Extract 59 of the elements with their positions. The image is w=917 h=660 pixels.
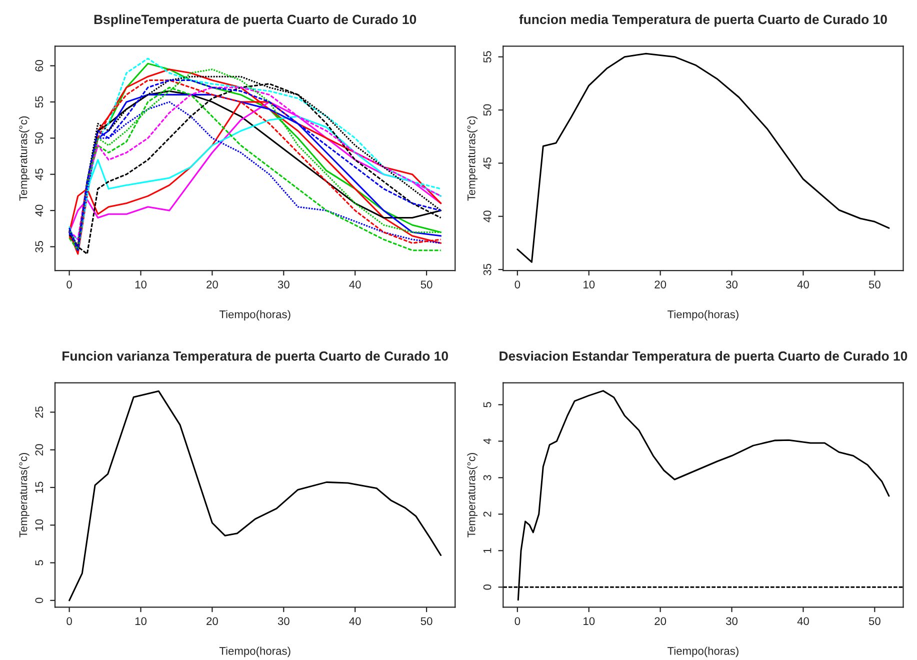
chart-title: Desviacion Estandar Temperatura de puerta Cuarto de Curado 10: [500, 351, 908, 364]
x-tick-label: 20: [654, 617, 666, 626]
x-tick-label: 30: [278, 617, 290, 626]
y-tick-label: 40: [483, 210, 492, 222]
y-tick-label: 15: [35, 482, 44, 493]
x-tick-label: 10: [135, 617, 146, 626]
y-axis-title: Temperaturas(°c): [19, 453, 30, 538]
y-tick-label: 55: [35, 96, 44, 108]
y-axis-title: Temperaturas(°c): [19, 116, 30, 201]
x-tick-label: 0: [514, 280, 520, 288]
y-tick-label: 4: [483, 438, 492, 444]
x-tick-label: 30: [726, 280, 738, 288]
y-tick-label: 50: [483, 104, 492, 116]
x-tick-label: 10: [584, 280, 595, 288]
chart-title: BsplineTemperatura de puerta Cuarto de Curado 10: [94, 14, 416, 27]
y-tick-label: 40: [35, 204, 44, 216]
y-tick-label: 2: [483, 512, 492, 517]
x-tick-label: 50: [868, 280, 880, 288]
x-axis-title: Tiempo(horas): [219, 646, 290, 658]
y-axis-title: Temperaturas(°c): [467, 453, 478, 538]
x-tick-label: 0: [66, 617, 72, 626]
x-tick-label: 0: [514, 617, 520, 626]
y-tick-label: 35: [35, 241, 44, 252]
x-tick-label: 40: [797, 280, 809, 288]
x-tick-label: 40: [349, 617, 361, 626]
x-tick-label: 10: [135, 280, 146, 288]
x-tick-label: 40: [349, 280, 361, 288]
y-tick-label: 1: [483, 548, 492, 553]
x-tick-label: 50: [420, 617, 432, 626]
x-axis-title: Tiempo(horas): [219, 310, 290, 320]
x-tick-label: 50: [420, 280, 432, 288]
x-tick-label: 20: [206, 280, 218, 288]
x-tick-label: 20: [206, 617, 218, 626]
y-tick-label: 50: [35, 132, 44, 144]
y-tick-label: 3: [483, 475, 492, 480]
chart-title: Funcion varianza Temperatura de puerta Cuarto de Curado 10: [62, 351, 448, 364]
y-tick-label: 35: [483, 264, 492, 276]
y-axis-title: Temperaturas(°c): [467, 116, 478, 201]
x-axis-title: Tiempo(horas): [668, 646, 738, 658]
chart-title: funcion media Temperatura de puerta Cuarto de Curado 10: [519, 14, 887, 27]
y-tick-label: 45: [35, 168, 44, 180]
y-tick-label: 20: [35, 444, 44, 456]
x-tick-label: 20: [654, 280, 666, 288]
y-tick-label: 5: [35, 560, 44, 566]
x-tick-label: 0: [66, 280, 72, 288]
y-tick-label: 60: [35, 60, 44, 72]
y-tick-label: 45: [483, 157, 492, 170]
y-tick-label: 0: [483, 584, 492, 590]
x-tick-label: 10: [584, 617, 595, 626]
y-tick-label: 0: [35, 598, 44, 604]
x-tick-label: 50: [868, 617, 880, 626]
x-tick-label: 30: [726, 617, 738, 626]
x-tick-label: 40: [797, 617, 809, 626]
x-axis-title: Tiempo(horas): [668, 310, 738, 320]
x-tick-label: 30: [278, 280, 290, 288]
y-tick-label: 55: [483, 51, 492, 63]
y-tick-label: 10: [35, 519, 44, 530]
y-tick-label: 25: [35, 406, 44, 418]
y-tick-label: 5: [483, 402, 492, 408]
